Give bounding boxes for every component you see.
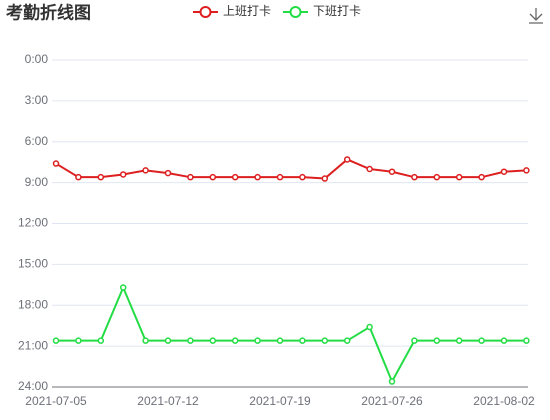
data-point — [142, 337, 149, 344]
data-point — [142, 167, 149, 174]
data-point — [455, 337, 463, 344]
data-point — [209, 337, 217, 344]
data-point — [75, 173, 82, 181]
data-point — [478, 337, 485, 344]
data-point — [321, 337, 329, 344]
y-tick-label: 6:00 — [25, 134, 49, 148]
x-tick-label: 2021-07-12 — [137, 394, 199, 408]
data-point — [276, 173, 284, 181]
data-point — [433, 173, 441, 181]
data-point — [97, 337, 105, 344]
y-tick-label: 15:00 — [18, 257, 48, 271]
data-point — [523, 167, 530, 174]
data-point — [231, 173, 239, 181]
data-point — [366, 323, 373, 331]
data-point — [187, 173, 194, 181]
data-point — [299, 337, 306, 344]
data-point — [119, 284, 127, 291]
data-point — [299, 173, 306, 181]
y-tick-label: 21:00 — [18, 338, 48, 352]
y-tick-label: 0:00 — [25, 52, 49, 66]
data-point — [523, 337, 530, 344]
data-point — [276, 337, 284, 344]
chart-title: 考勤折线图 — [5, 2, 91, 22]
legend-marker — [199, 6, 212, 18]
data-point — [388, 378, 396, 385]
series-line — [56, 284, 527, 384]
data-point — [52, 337, 60, 344]
data-point — [187, 337, 194, 344]
data-point — [164, 169, 172, 177]
legend-label: 上班打卡 — [223, 4, 271, 18]
data-point — [254, 337, 261, 344]
data-point — [52, 160, 60, 167]
x-tick-label: 2021-07-26 — [361, 394, 423, 408]
y-tick-label: 24:00 — [18, 379, 48, 393]
data-point — [231, 337, 239, 344]
data-point — [164, 337, 172, 344]
data-point — [321, 175, 329, 182]
data-point — [478, 173, 485, 181]
series-line — [55, 158, 527, 180]
legend-marker — [289, 6, 302, 18]
x-tick-label: 2021-07-19 — [249, 394, 311, 408]
data-point — [455, 173, 463, 181]
data-point — [411, 337, 418, 344]
data-point — [254, 173, 261, 181]
data-point — [366, 165, 373, 173]
x-tick-label: 2021-08-02 — [473, 394, 535, 408]
data-point — [97, 173, 105, 181]
data-point — [388, 168, 396, 175]
x-tick-label: 2021-07-05 — [25, 394, 87, 408]
y-tick-label: 18:00 — [18, 297, 48, 311]
data-point — [119, 171, 127, 178]
y-tick-label: 9:00 — [25, 175, 49, 189]
y-tick-label: 12:00 — [18, 216, 48, 230]
data-point — [75, 337, 82, 344]
data-point — [209, 173, 217, 181]
y-tick-label: 3:00 — [25, 93, 49, 107]
data-point — [343, 337, 351, 344]
data-point — [411, 173, 418, 181]
data-point — [343, 156, 351, 163]
data-point — [433, 337, 441, 344]
download-icon[interactable] — [529, 8, 543, 24]
data-point — [500, 337, 508, 344]
legend-label: 下班打卡 — [313, 4, 361, 18]
data-point — [500, 168, 508, 175]
